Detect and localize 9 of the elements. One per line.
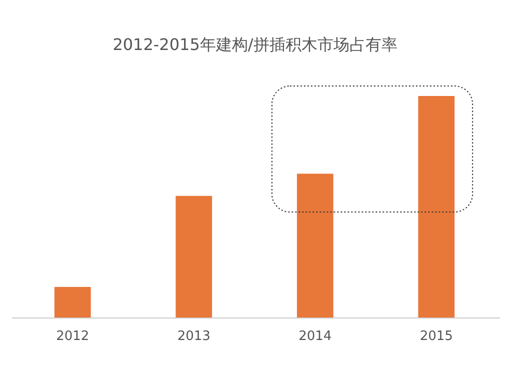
x-tick-label: 2012: [56, 329, 90, 344]
x-tick-label: 2013: [177, 329, 210, 344]
bar: [54, 286, 91, 318]
bar: [296, 174, 334, 318]
x-tick-label: 2014: [298, 329, 332, 344]
bar: [418, 96, 455, 318]
x-tick-label: 2015: [420, 329, 453, 344]
chart-title: 2012-2015年建构/拼插积木市场占有率: [112, 35, 398, 54]
bar: [176, 196, 212, 318]
